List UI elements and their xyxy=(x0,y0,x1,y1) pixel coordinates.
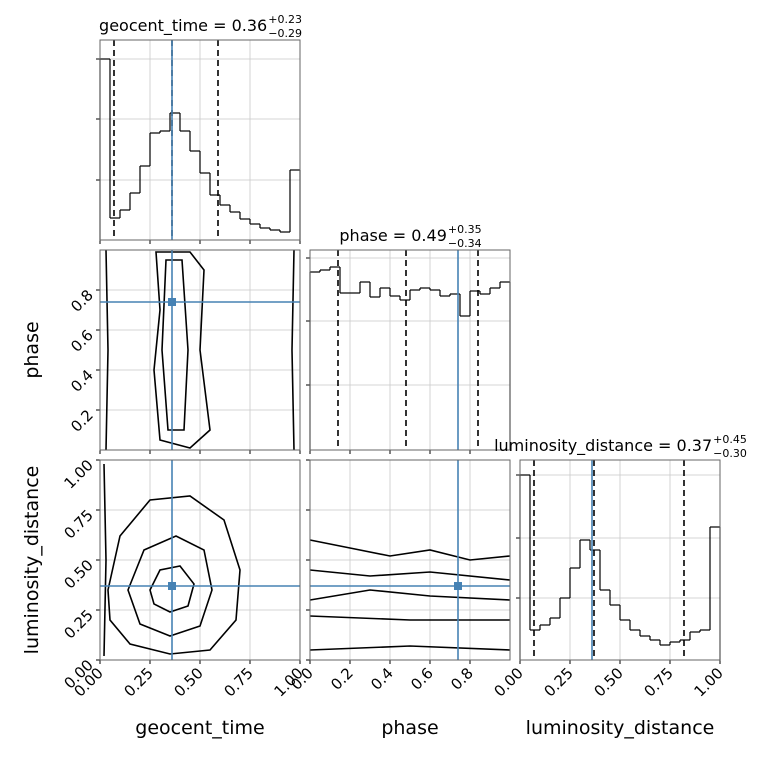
title-lower: −0.29 xyxy=(268,27,302,40)
truth-point xyxy=(168,298,176,306)
truth-point xyxy=(168,582,176,590)
x-tick-label: 0.4 xyxy=(367,664,397,694)
title-lower: −0.30 xyxy=(713,447,747,460)
panel-frame xyxy=(99,459,301,661)
contour-line xyxy=(309,645,511,651)
y-tick-label: 0.4 xyxy=(67,366,97,396)
x-tick-label: 1.00 xyxy=(690,664,726,700)
panel-title: phase = 0.49 xyxy=(339,226,446,245)
y-tick-label: 0.25 xyxy=(60,606,96,642)
x-tick-label: 0.2 xyxy=(327,664,357,694)
panel-frame xyxy=(309,249,511,451)
x-axis-label: geocent_time xyxy=(135,717,264,739)
contour-line xyxy=(103,463,107,657)
x-tick-label: 0.8 xyxy=(447,664,477,694)
y-tick-label: 0.75 xyxy=(60,506,96,542)
x-tick-label: 0.00 xyxy=(490,664,526,700)
title-lower: −0.34 xyxy=(448,237,482,250)
contour-line xyxy=(105,249,109,451)
contour-line xyxy=(161,259,189,431)
x-axis-label: phase xyxy=(381,717,438,739)
y-tick-label: 0.6 xyxy=(67,326,97,356)
x-tick-label: 0.25 xyxy=(120,664,156,700)
panel-title: geocent_time = 0.36 xyxy=(99,16,267,36)
contour-line xyxy=(291,249,295,451)
panel-frame xyxy=(519,459,721,661)
truth-point xyxy=(454,582,462,590)
y-axis-label: luminosity_distance xyxy=(21,466,43,655)
contour-line xyxy=(309,589,511,601)
y-tick-label: 1.00 xyxy=(60,456,96,492)
title-upper: +0.35 xyxy=(448,223,482,236)
contour-line xyxy=(153,251,211,449)
panel-frame xyxy=(99,249,301,451)
panel-title: luminosity_distance = 0.37 xyxy=(494,436,712,456)
y-tick-label: 0.8 xyxy=(67,286,97,316)
contour-line xyxy=(149,565,195,613)
x-tick-label: 0.75 xyxy=(220,664,256,700)
panel-frame xyxy=(309,459,511,661)
panel-frame xyxy=(99,39,301,241)
x-tick-label: 0.25 xyxy=(540,664,576,700)
y-tick-label: 0.2 xyxy=(67,406,97,436)
x-axis-label: luminosity_distance xyxy=(526,717,715,739)
x-tick-label: 0.50 xyxy=(590,664,626,700)
contour-line xyxy=(309,569,511,581)
x-tick-label: 0.75 xyxy=(640,664,676,700)
contour-line xyxy=(309,615,510,621)
contour-line xyxy=(107,495,241,655)
x-tick-label: 0.50 xyxy=(170,664,206,700)
title-upper: +0.23 xyxy=(268,13,302,26)
x-tick-label: 0.6 xyxy=(407,664,437,694)
y-tick-label: 0.50 xyxy=(60,556,96,592)
contour-line xyxy=(127,535,213,637)
y-axis-label: phase xyxy=(21,321,43,378)
contour-line xyxy=(309,539,511,561)
title-upper: +0.45 xyxy=(713,433,747,446)
